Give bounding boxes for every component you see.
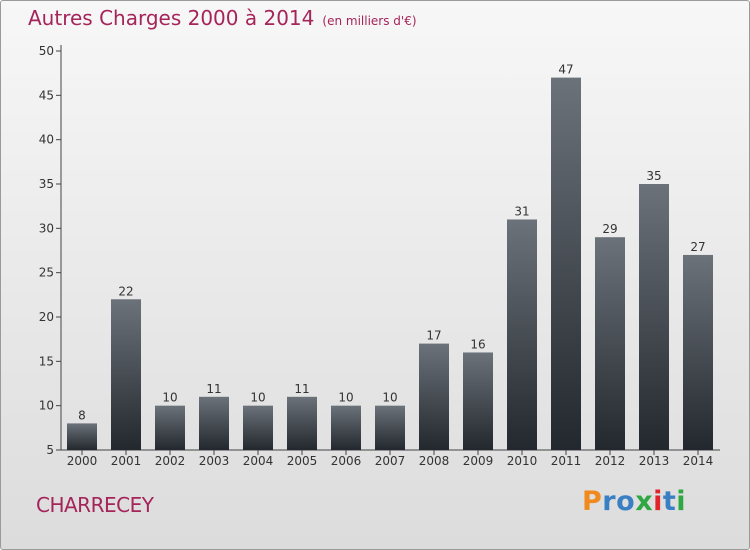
logo-letter: x — [635, 486, 654, 517]
x-tick-label: 2004 — [243, 454, 274, 468]
x-tick-label: 2002 — [155, 454, 186, 468]
bars — [67, 77, 713, 450]
logo-letter: t — [662, 486, 677, 517]
bar — [639, 184, 669, 450]
y-tick-label: 40 — [39, 133, 54, 147]
y-tick-label: 25 — [39, 266, 54, 280]
bar-value-label: 16 — [470, 337, 485, 351]
bar — [155, 405, 185, 450]
bar-value-label: 10 — [250, 391, 265, 405]
bar — [507, 219, 537, 450]
x-tick-label: 2012 — [595, 454, 626, 468]
y-tick-label: 20 — [39, 310, 54, 324]
x-axis: 2000 2001 2002 2003 2004 2005 2006 2007 2008 2009… — [61, 449, 720, 468]
bar-value-label: 10 — [338, 391, 353, 405]
y-tick-label: 45 — [39, 88, 54, 102]
x-tick-label: 2013 — [639, 454, 670, 468]
x-tick-label: 2001 — [111, 454, 142, 468]
bar-value-label: 29 — [602, 222, 617, 236]
bar — [463, 352, 493, 450]
data-labels: 8 22 10 11 10 11 10 10 17 16 31 47 29 35 27 — [78, 63, 705, 423]
x-tick-label: 2008 — [419, 454, 450, 468]
x-tick-label: 2014 — [683, 454, 714, 468]
bar-value-label: 10 — [162, 391, 177, 405]
bar-value-label: 11 — [294, 382, 309, 396]
bar-value-label: 8 — [78, 408, 86, 422]
y-tick-label: 10 — [39, 399, 54, 413]
logo-letter: o — [616, 486, 636, 517]
bar — [551, 77, 581, 450]
y-tick-label: 30 — [39, 221, 54, 235]
logo-letter: i — [676, 486, 687, 517]
bar — [595, 237, 625, 450]
bar — [243, 405, 273, 450]
logo-letter: i — [653, 486, 663, 517]
bar — [683, 254, 713, 450]
chart-title-unit: (en milliers d'€) — [322, 14, 417, 28]
proxiti-logo: Proxiti — [582, 486, 686, 517]
bar — [199, 396, 229, 450]
x-tick-label: 2009 — [463, 454, 494, 468]
bar — [287, 396, 317, 450]
bar — [111, 299, 141, 450]
bar-value-label: 47 — [558, 63, 573, 77]
y-tick-label: 5 — [46, 443, 54, 457]
bar-value-label: 10 — [382, 391, 397, 405]
bar-value-label: 17 — [426, 329, 441, 343]
bar — [375, 405, 405, 450]
y-axis: 5 10 15 20 25 30 35 40 45 50 — [39, 44, 62, 457]
logo-letter: r — [602, 486, 617, 517]
y-tick-label: 15 — [39, 354, 54, 368]
y-tick-label: 35 — [39, 177, 54, 191]
logo-letter: P — [582, 486, 603, 517]
chart-title: Autres Charges 2000 à 2014 (en milliers d… — [28, 6, 417, 30]
x-tick-label: 2003 — [199, 454, 230, 468]
x-tick-label: 2006 — [331, 454, 362, 468]
bar-value-label: 11 — [206, 382, 221, 396]
x-tick-label: 2011 — [551, 454, 582, 468]
bar — [419, 343, 449, 450]
commune-name: CHARRECEY — [36, 493, 154, 517]
x-tick-label: 2000 — [67, 454, 98, 468]
x-tick-label: 2007 — [375, 454, 406, 468]
y-tick-label: 50 — [39, 44, 54, 58]
x-tick-label: 2005 — [287, 454, 318, 468]
bar-value-label: 35 — [646, 169, 661, 183]
bar — [331, 405, 361, 450]
bar-value-label: 22 — [118, 284, 133, 298]
bar-value-label: 31 — [514, 204, 529, 218]
x-tick-label: 2010 — [507, 454, 538, 468]
bar — [67, 423, 97, 450]
chart-title-main: Autres Charges 2000 à 2014 — [28, 6, 315, 30]
bar-value-label: 27 — [690, 240, 705, 254]
